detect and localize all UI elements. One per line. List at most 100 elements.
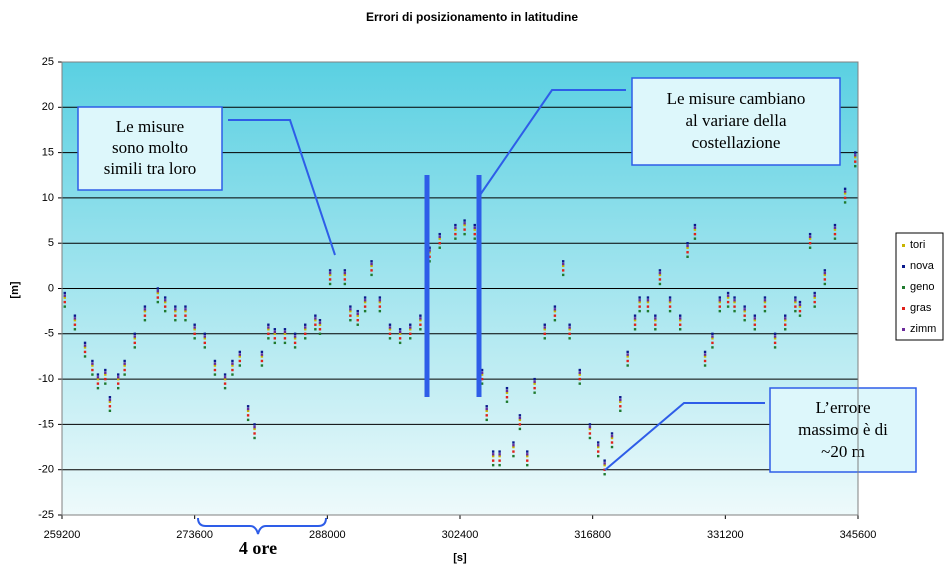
- y-tick-label: 5: [48, 237, 54, 249]
- point: [83, 341, 87, 345]
- point: [163, 300, 167, 304]
- point: [526, 453, 529, 456]
- legend-marker: [902, 244, 905, 247]
- point: [833, 237, 837, 240]
- point: [193, 326, 196, 329]
- point: [213, 364, 217, 367]
- point: [156, 290, 160, 293]
- point: [318, 323, 322, 326]
- legend-label: tori: [910, 239, 925, 251]
- point: [718, 305, 722, 308]
- y-tick-label: 10: [42, 192, 54, 204]
- point: [203, 341, 207, 345]
- point: [763, 309, 767, 313]
- y-tick-label: 20: [42, 101, 54, 113]
- point: [438, 242, 441, 245]
- point: [711, 335, 714, 338]
- point: [163, 309, 167, 313]
- x-tick-label: 316800: [574, 529, 611, 541]
- point: [356, 309, 359, 313]
- point: [213, 373, 217, 376]
- point: [213, 359, 217, 363]
- point: [485, 418, 488, 422]
- point: [603, 459, 606, 462]
- point: [543, 326, 546, 329]
- point: [526, 450, 529, 453]
- point: [73, 319, 77, 322]
- legend-label: gras: [910, 302, 932, 314]
- point: [253, 436, 256, 440]
- point: [273, 332, 277, 335]
- point: [733, 309, 736, 313]
- point: [854, 164, 857, 168]
- point: [726, 294, 730, 297]
- point: [626, 350, 629, 354]
- point: [253, 423, 256, 426]
- point: [203, 332, 207, 335]
- point: [304, 332, 307, 335]
- point: [463, 223, 466, 227]
- point: [843, 196, 847, 200]
- point: [343, 269, 347, 272]
- y-tick-label: 15: [42, 147, 54, 159]
- point: [388, 328, 392, 331]
- point: [638, 309, 641, 313]
- point: [273, 328, 277, 331]
- point: [843, 192, 847, 195]
- point: [813, 294, 816, 297]
- point: [588, 436, 592, 440]
- point: [363, 299, 367, 302]
- point: [813, 296, 816, 299]
- point: [568, 328, 571, 331]
- point: [619, 396, 622, 399]
- y-tick-label: -10: [38, 373, 54, 385]
- point: [693, 228, 697, 231]
- point: [798, 303, 802, 307]
- point: [388, 337, 392, 340]
- point: [485, 405, 488, 408]
- point: [409, 332, 412, 335]
- point: [753, 314, 757, 317]
- point: [543, 332, 546, 335]
- point: [596, 454, 600, 458]
- point: [619, 398, 622, 402]
- point: [108, 398, 112, 402]
- point: [116, 386, 120, 390]
- point: [108, 409, 112, 413]
- point: [843, 190, 847, 193]
- point: [370, 264, 373, 268]
- point: [328, 269, 332, 272]
- point: [794, 299, 797, 302]
- point: [73, 323, 77, 326]
- legend-label: nova: [910, 260, 935, 272]
- annotation-text: L’errore: [815, 398, 870, 417]
- point: [314, 328, 317, 331]
- point: [343, 282, 347, 286]
- point: [578, 368, 581, 372]
- point: [753, 323, 757, 326]
- point: [843, 187, 847, 191]
- point: [398, 332, 402, 335]
- point: [83, 350, 87, 354]
- point: [526, 463, 529, 467]
- point: [518, 416, 522, 420]
- point: [733, 296, 736, 299]
- point: [610, 434, 614, 438]
- point: [293, 337, 297, 340]
- point: [223, 376, 227, 379]
- point: [91, 364, 94, 367]
- point: [654, 314, 657, 317]
- point: [533, 377, 536, 381]
- point: [184, 305, 187, 308]
- point: [454, 228, 457, 231]
- point: [253, 427, 256, 431]
- point: [104, 371, 107, 374]
- point: [693, 226, 697, 229]
- y-tick-label: 0: [48, 282, 54, 294]
- point: [156, 287, 160, 290]
- point: [773, 332, 777, 335]
- point: [654, 323, 657, 326]
- point: [246, 418, 250, 422]
- point: [174, 308, 177, 311]
